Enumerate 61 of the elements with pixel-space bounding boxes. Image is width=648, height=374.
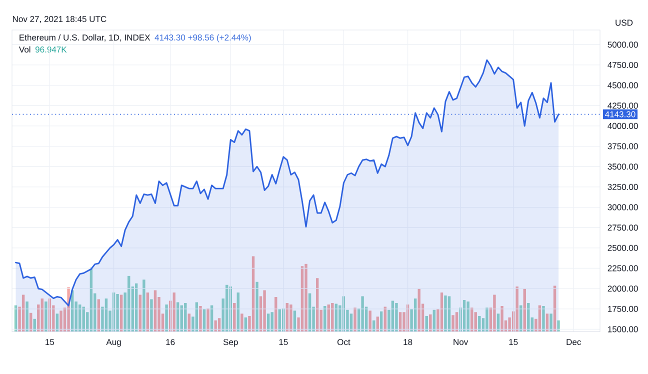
bar [290, 304, 292, 332]
y-tick-label: 3000.00 [608, 204, 638, 210]
bar [150, 299, 153, 332]
bar [304, 264, 308, 332]
bar [557, 320, 560, 332]
y-axis-title: USD [616, 20, 633, 26]
chart-title: Vol [18, 46, 30, 53]
y-tick-label: 4250.00 [608, 102, 638, 109]
y-tick-label: 3250.00 [608, 184, 638, 190]
y-tick-label: 4750.00 [608, 62, 638, 68]
bar [429, 314, 432, 332]
bar [206, 308, 210, 332]
y-tick-label: 2500.00 [608, 244, 638, 251]
bar [354, 308, 356, 332]
y-tick-label: 3500.00 [608, 164, 638, 170]
bar [116, 294, 119, 332]
y-tick-label: 1750.00 [608, 306, 638, 312]
bar [452, 315, 454, 332]
y-tick-label: 2750.00 [608, 224, 638, 231]
x-tick-label: Oct [337, 339, 350, 346]
bar [293, 310, 296, 332]
y-tick-label: 2250.00 [608, 265, 638, 272]
x-tick-label: 15 [279, 339, 288, 346]
bar [444, 295, 447, 332]
bar [550, 314, 552, 332]
bar [270, 312, 274, 332]
bar [60, 310, 62, 332]
bar [368, 310, 372, 332]
chart-subtitle: 4143.30 +98.56 (+2.44%) [154, 34, 251, 42]
x-tick-label: Aug [106, 339, 121, 347]
y-tick-label: 5000.00 [608, 42, 638, 48]
x-tick-label: 15 [509, 339, 518, 346]
annotation: 96.947K [35, 46, 67, 53]
text: Nov 27, 2021 18:45 UTC [12, 16, 106, 24]
ref-line-label: 4143.30 [605, 111, 636, 118]
x-tick-label: 16 [166, 339, 175, 346]
y-tick-label: 4000.00 [608, 122, 638, 129]
y-tick-label: 2000.00 [608, 286, 638, 292]
bar [361, 296, 364, 332]
bar [44, 302, 48, 332]
x-tick-label: Dec [566, 339, 581, 346]
bar [67, 287, 70, 332]
x-tick-label: 18 [404, 339, 412, 346]
bar [240, 314, 244, 332]
y-tick-label: 4500.00 [608, 82, 638, 88]
x-tick-label: Sep [223, 339, 238, 347]
bar [395, 303, 398, 332]
bar [263, 290, 266, 332]
bar [516, 286, 518, 332]
chart-title: Ethereum / U.S. Dollar, 1D, INDEX [20, 34, 150, 42]
y-tick-label: 1500.00 [608, 326, 638, 332]
bar [466, 302, 470, 332]
x-tick-label: 15 [46, 339, 54, 346]
bar [199, 306, 202, 332]
y-tick-label: 3750.00 [608, 143, 638, 150]
bar [478, 316, 481, 332]
bar [26, 302, 28, 332]
x-tick-label: Nov [454, 339, 468, 346]
bar [142, 280, 146, 332]
bar [165, 304, 168, 332]
bar [493, 294, 496, 332]
